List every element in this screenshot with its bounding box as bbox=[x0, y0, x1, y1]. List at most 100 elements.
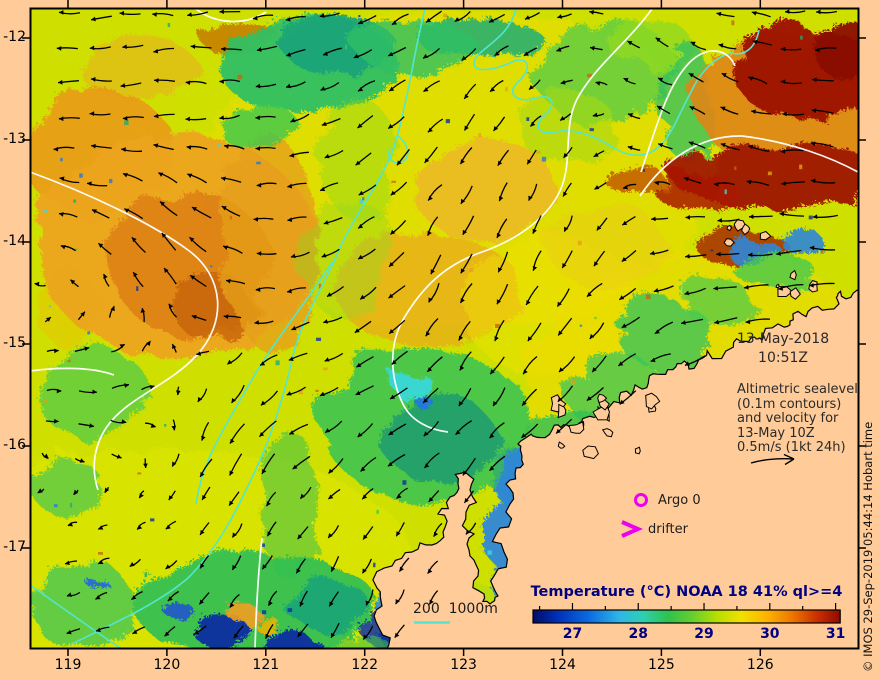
velocity-arrow bbox=[492, 387, 506, 407]
velocity-arrow bbox=[201, 486, 211, 501]
velocity-arrow bbox=[196, 350, 210, 356]
y-axis-label: -12 bbox=[3, 29, 26, 45]
velocity-arrow bbox=[288, 352, 308, 361]
velocity-arrow bbox=[423, 80, 440, 93]
velocity-arrow bbox=[229, 593, 240, 608]
velocity-arrow bbox=[287, 182, 307, 189]
colorbar-tick-label: 31 bbox=[825, 626, 846, 642]
velocity-arrow bbox=[747, 252, 773, 258]
velocity-arrow bbox=[563, 146, 573, 159]
velocity-arrow bbox=[557, 13, 572, 19]
velocity-arrow bbox=[131, 236, 146, 253]
velocity-arrow bbox=[389, 387, 408, 400]
velocity-arrow bbox=[324, 352, 344, 362]
velocity-arrow bbox=[395, 522, 405, 537]
velocity-arrow bbox=[187, 11, 209, 17]
velocity-arrow bbox=[144, 422, 156, 428]
velocity-arrow bbox=[223, 245, 243, 254]
velocity-arrow bbox=[595, 81, 608, 86]
velocity-arrow bbox=[388, 79, 406, 92]
velocity-arrow bbox=[784, 9, 806, 14]
velocity-arrow bbox=[619, 390, 637, 405]
velocity-arrow bbox=[78, 389, 97, 395]
islands bbox=[550, 219, 818, 460]
velocity-arrow bbox=[322, 47, 342, 56]
velocity-arrow bbox=[781, 181, 806, 186]
velocity-arrow bbox=[488, 455, 506, 472]
velocity-arrow bbox=[256, 251, 277, 256]
velocity-arrow bbox=[233, 625, 244, 639]
velocity-arrow bbox=[64, 560, 78, 566]
colorbar-tick-label: 27 bbox=[562, 626, 583, 642]
velocity-arrow bbox=[328, 458, 344, 474]
velocity-arrow bbox=[780, 149, 804, 154]
y-axis-label: -14 bbox=[3, 233, 26, 249]
velocity-arrow bbox=[458, 387, 472, 407]
velocity-arrow bbox=[141, 384, 155, 391]
velocity-arrow bbox=[223, 314, 242, 319]
y-axis-label: -17 bbox=[3, 539, 26, 555]
velocity-arrow bbox=[111, 453, 122, 459]
velocity-arrow bbox=[290, 251, 310, 259]
velocity-arrow bbox=[189, 236, 207, 253]
velocity-arrow bbox=[360, 456, 377, 472]
argo-label: Argo 0 bbox=[658, 493, 701, 508]
velocity-arrow bbox=[129, 558, 141, 568]
velocity-arrow bbox=[422, 387, 439, 404]
velocity-arrow bbox=[461, 48, 477, 61]
velocity-arrow bbox=[390, 181, 408, 196]
velocity-arrow bbox=[524, 12, 540, 20]
velocity-arrow bbox=[494, 45, 509, 57]
velocity-arrow bbox=[122, 116, 144, 121]
velocity-arrow bbox=[433, 522, 443, 537]
velocity-arrow bbox=[528, 183, 538, 202]
velocity-arrow bbox=[748, 76, 768, 85]
velocity-arrow bbox=[387, 116, 405, 129]
velocity-arrow bbox=[136, 521, 146, 530]
y-axis-label: -16 bbox=[3, 437, 26, 453]
velocity-arrow bbox=[460, 185, 473, 205]
velocity-arrow bbox=[689, 105, 706, 115]
velocity-arrow bbox=[327, 525, 340, 539]
velocity-arrow bbox=[521, 423, 539, 439]
velocity-arrow bbox=[454, 10, 471, 23]
velocity-arrow bbox=[221, 205, 241, 217]
velocity-arrow bbox=[259, 354, 278, 366]
velocity-arrow bbox=[255, 146, 276, 151]
velocity-arrow bbox=[159, 201, 178, 217]
velocity-arrow bbox=[191, 314, 207, 322]
velocity-arrow bbox=[425, 318, 439, 337]
velocity-arrow bbox=[462, 457, 476, 476]
velocity-arrow bbox=[121, 147, 143, 153]
velocity-arrow bbox=[809, 282, 835, 288]
velocity-arrow bbox=[496, 283, 509, 305]
land-mass bbox=[372, 288, 858, 648]
velocity-arrow bbox=[171, 453, 180, 467]
velocity-arrow bbox=[158, 172, 178, 184]
x-axis-label: 126 bbox=[746, 657, 774, 673]
velocity-arrow bbox=[815, 9, 838, 15]
velocity-arrow bbox=[497, 149, 509, 167]
velocity-arrow bbox=[58, 212, 78, 218]
velocity-arrow bbox=[458, 320, 471, 341]
velocity-arrow bbox=[319, 182, 339, 192]
velocity-arrow bbox=[86, 181, 108, 187]
velocity-arrow bbox=[496, 218, 508, 239]
velocity-arrow bbox=[685, 253, 707, 259]
velocity-arrow bbox=[171, 419, 177, 431]
velocity-arrow bbox=[252, 14, 274, 21]
velocity-arrow bbox=[266, 521, 277, 537]
velocity-arrow bbox=[119, 10, 141, 16]
velocity-arrow bbox=[427, 216, 439, 236]
velocity-arrow bbox=[622, 183, 637, 190]
velocity-arrow bbox=[810, 178, 836, 184]
velocity-arrow bbox=[319, 12, 340, 18]
velocity-arrow bbox=[187, 173, 207, 184]
velocity-arrow bbox=[41, 452, 49, 459]
velocity-arrow bbox=[713, 285, 737, 291]
velocity-arrow bbox=[650, 353, 671, 363]
velocity-arrow bbox=[751, 109, 772, 115]
velocity-arrow bbox=[44, 316, 52, 323]
velocity-arrow bbox=[357, 248, 376, 260]
